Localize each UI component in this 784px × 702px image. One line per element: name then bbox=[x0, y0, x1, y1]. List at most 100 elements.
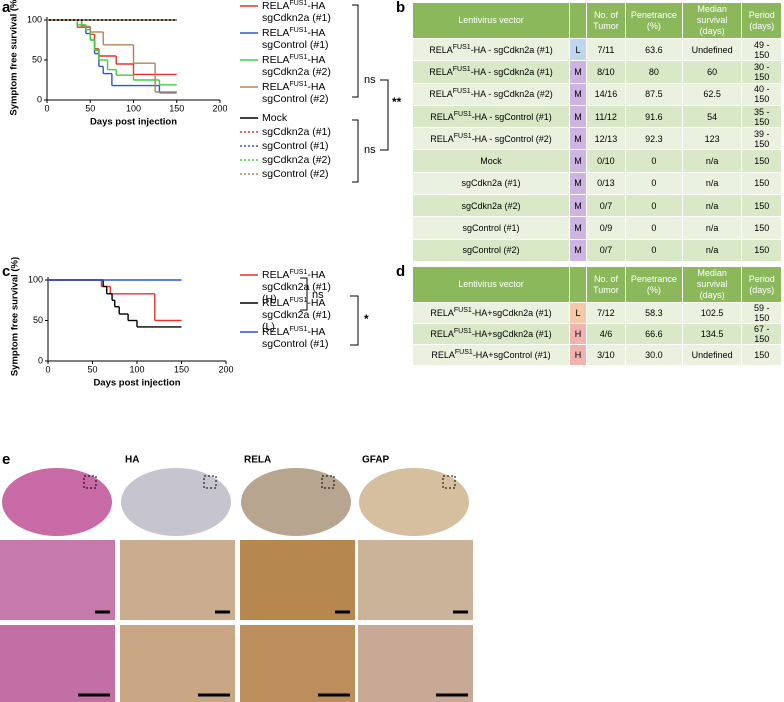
table-cell: 3/10 bbox=[587, 345, 625, 365]
x-tick-label: 150 bbox=[169, 103, 184, 113]
table-cell: 0/10 bbox=[587, 150, 625, 172]
y-tick-label: 0 bbox=[38, 355, 43, 365]
table-cell: 60 bbox=[682, 61, 742, 83]
group-cell: L bbox=[570, 303, 586, 323]
table-cell: 67 - 150 bbox=[742, 324, 781, 344]
table-cell: 62.5 bbox=[682, 83, 742, 105]
table-cell: 150 bbox=[742, 239, 781, 261]
table-cell: 49 - 150 bbox=[742, 39, 781, 61]
x-tick-label: 50 bbox=[87, 364, 97, 374]
table-cell: RELAFUS1-HA - sgCdkn2a (#1) bbox=[413, 39, 569, 61]
table-cell: 0 bbox=[625, 172, 682, 195]
table-row: RELAFUS1-HA+sgCdkn2a (#1) H 4/6 66.6 134.5 67… bbox=[413, 324, 781, 344]
table-cell: 87.5 bbox=[625, 83, 682, 105]
table-cell: 14/16 bbox=[587, 83, 625, 105]
legend-entry: RELAFUS1-HA sgCdkn2a (#1)(H) bbox=[262, 269, 331, 305]
table-cell: 30 - 150 bbox=[742, 61, 781, 83]
legend-entry: sgCdkn2a (#2) bbox=[262, 154, 331, 166]
table-row: RELAFUS1-HA - sgCdkn2a (#1) L 7/11 63.6 Unde… bbox=[413, 39, 781, 61]
x-axis-label: Days post injection bbox=[90, 117, 177, 128]
header-cell: Penetrance (%) bbox=[625, 267, 682, 302]
group-cell: M bbox=[570, 83, 586, 105]
table-cell: 92.3 bbox=[625, 128, 682, 150]
group-cell: H bbox=[570, 345, 586, 365]
table-cell: 59 - 150 bbox=[742, 303, 781, 323]
group-cell: H bbox=[570, 324, 586, 344]
table-cell: 0/13 bbox=[587, 172, 625, 195]
group-cell: M bbox=[570, 172, 586, 195]
table-cell: 40 - 150 bbox=[742, 83, 781, 105]
km-curve bbox=[47, 19, 177, 76]
table-cell: 0 bbox=[625, 150, 682, 172]
table-cell: sgControl (#2) bbox=[413, 239, 569, 261]
annotation: * bbox=[364, 312, 369, 326]
histology-images bbox=[0, 468, 473, 702]
group-cell: M bbox=[570, 217, 586, 239]
table-cell: 91.6 bbox=[625, 105, 682, 128]
group-cell: M bbox=[570, 150, 586, 172]
group-cell: M bbox=[570, 195, 586, 217]
table-cell: sgControl (#1) bbox=[413, 217, 569, 239]
legend-entry: sgControl (#2) bbox=[262, 168, 329, 180]
table-cell: sgCdkn2a (#2) bbox=[413, 195, 569, 217]
stain-label: HA bbox=[125, 455, 139, 466]
y-axis-label: Symptom free survival (%) bbox=[9, 0, 20, 116]
table-cell: 134.5 bbox=[682, 324, 742, 344]
panel-label: b bbox=[396, 0, 405, 16]
table-cell: 39 - 150 bbox=[742, 128, 781, 150]
x-tick-label: 100 bbox=[126, 103, 141, 113]
header-cell: Penetrance (%) bbox=[625, 3, 682, 38]
table-cell: 80 bbox=[625, 61, 682, 83]
table-cell: 0 bbox=[625, 195, 682, 217]
table-cell: 0 bbox=[625, 239, 682, 261]
x-tick-label: 150 bbox=[174, 364, 189, 374]
group-cell: M bbox=[570, 105, 586, 128]
table-cell: 11/12 bbox=[587, 105, 625, 128]
y-tick-label: 100 bbox=[28, 274, 43, 284]
header-cell: Period (days) bbox=[742, 3, 781, 38]
header-cell: Lentivirus vector bbox=[413, 267, 569, 302]
table-cell: 54 bbox=[682, 105, 742, 128]
header-cell-blank bbox=[570, 3, 586, 38]
legend-entry: RELAFUS1-HA sgControl (#2) bbox=[262, 81, 329, 105]
table-cell: RELAFUS1-HA+sgCdkn2a (#1) bbox=[413, 303, 569, 323]
panel-label: e bbox=[2, 451, 10, 468]
table-cell: n/a bbox=[682, 217, 742, 239]
annotation: ** bbox=[392, 95, 402, 109]
table-cell: n/a bbox=[682, 150, 742, 172]
header-cell: Median survival (days) bbox=[682, 267, 742, 302]
table-row: Mock M 0/10 0 n/a 150 bbox=[413, 150, 781, 172]
table-row: RELAFUS1-HA - sgControl (#2) M 12/13 92.3 12… bbox=[413, 128, 781, 150]
x-tick-label: 0 bbox=[44, 103, 49, 113]
table-cell: 0/9 bbox=[587, 217, 625, 239]
data-table: Lentivirus vector No. of Tumor Penetrance … bbox=[412, 266, 782, 366]
table-row: RELAFUS1-HA+sgControl (#1) H 3/10 30.0 Undef… bbox=[413, 345, 781, 365]
group-cell: M bbox=[570, 61, 586, 83]
stain-label: GFAP bbox=[362, 455, 390, 466]
x-tick-label: 0 bbox=[45, 364, 50, 374]
table-cell: RELAFUS1-HA - sgControl (#2) bbox=[413, 128, 569, 150]
table-cell: 150 bbox=[742, 345, 781, 365]
header-cell: No. of Tumor bbox=[587, 267, 625, 302]
annotation: ns bbox=[312, 289, 324, 301]
table-cell: RELAFUS1-HA - sgControl (#1) bbox=[413, 105, 569, 128]
table-cell: RELAFUS1-HA+sgControl (#1) bbox=[413, 345, 569, 365]
panel-label: a bbox=[2, 0, 11, 16]
group-cell: M bbox=[570, 239, 586, 261]
table-cell: 150 bbox=[742, 150, 781, 172]
table-cell: 12/13 bbox=[587, 128, 625, 150]
x-axis-label: Days post injection bbox=[93, 378, 180, 389]
header-cell: Lentivirus vector bbox=[413, 3, 569, 38]
group-cell: M bbox=[570, 128, 586, 150]
table-cell: sgCdkn2a (#1) bbox=[413, 172, 569, 195]
x-tick-label: 200 bbox=[212, 103, 227, 113]
brackets bbox=[300, 4, 389, 346]
table-cell: 7/12 bbox=[587, 303, 625, 323]
y-tick-label: 0 bbox=[37, 94, 42, 104]
table-row: RELAFUS1-HA - sgCdkn2a (#2) M 14/16 87.5 62.… bbox=[413, 83, 781, 105]
table-row: sgControl (#1) M 0/9 0 n/a 150 bbox=[413, 217, 781, 239]
legend-entry: RELAFUS1-HA sgControl (#1) bbox=[262, 27, 329, 51]
table-cell: RELAFUS1-HA - sgCdkn2a (#1) bbox=[413, 61, 569, 83]
